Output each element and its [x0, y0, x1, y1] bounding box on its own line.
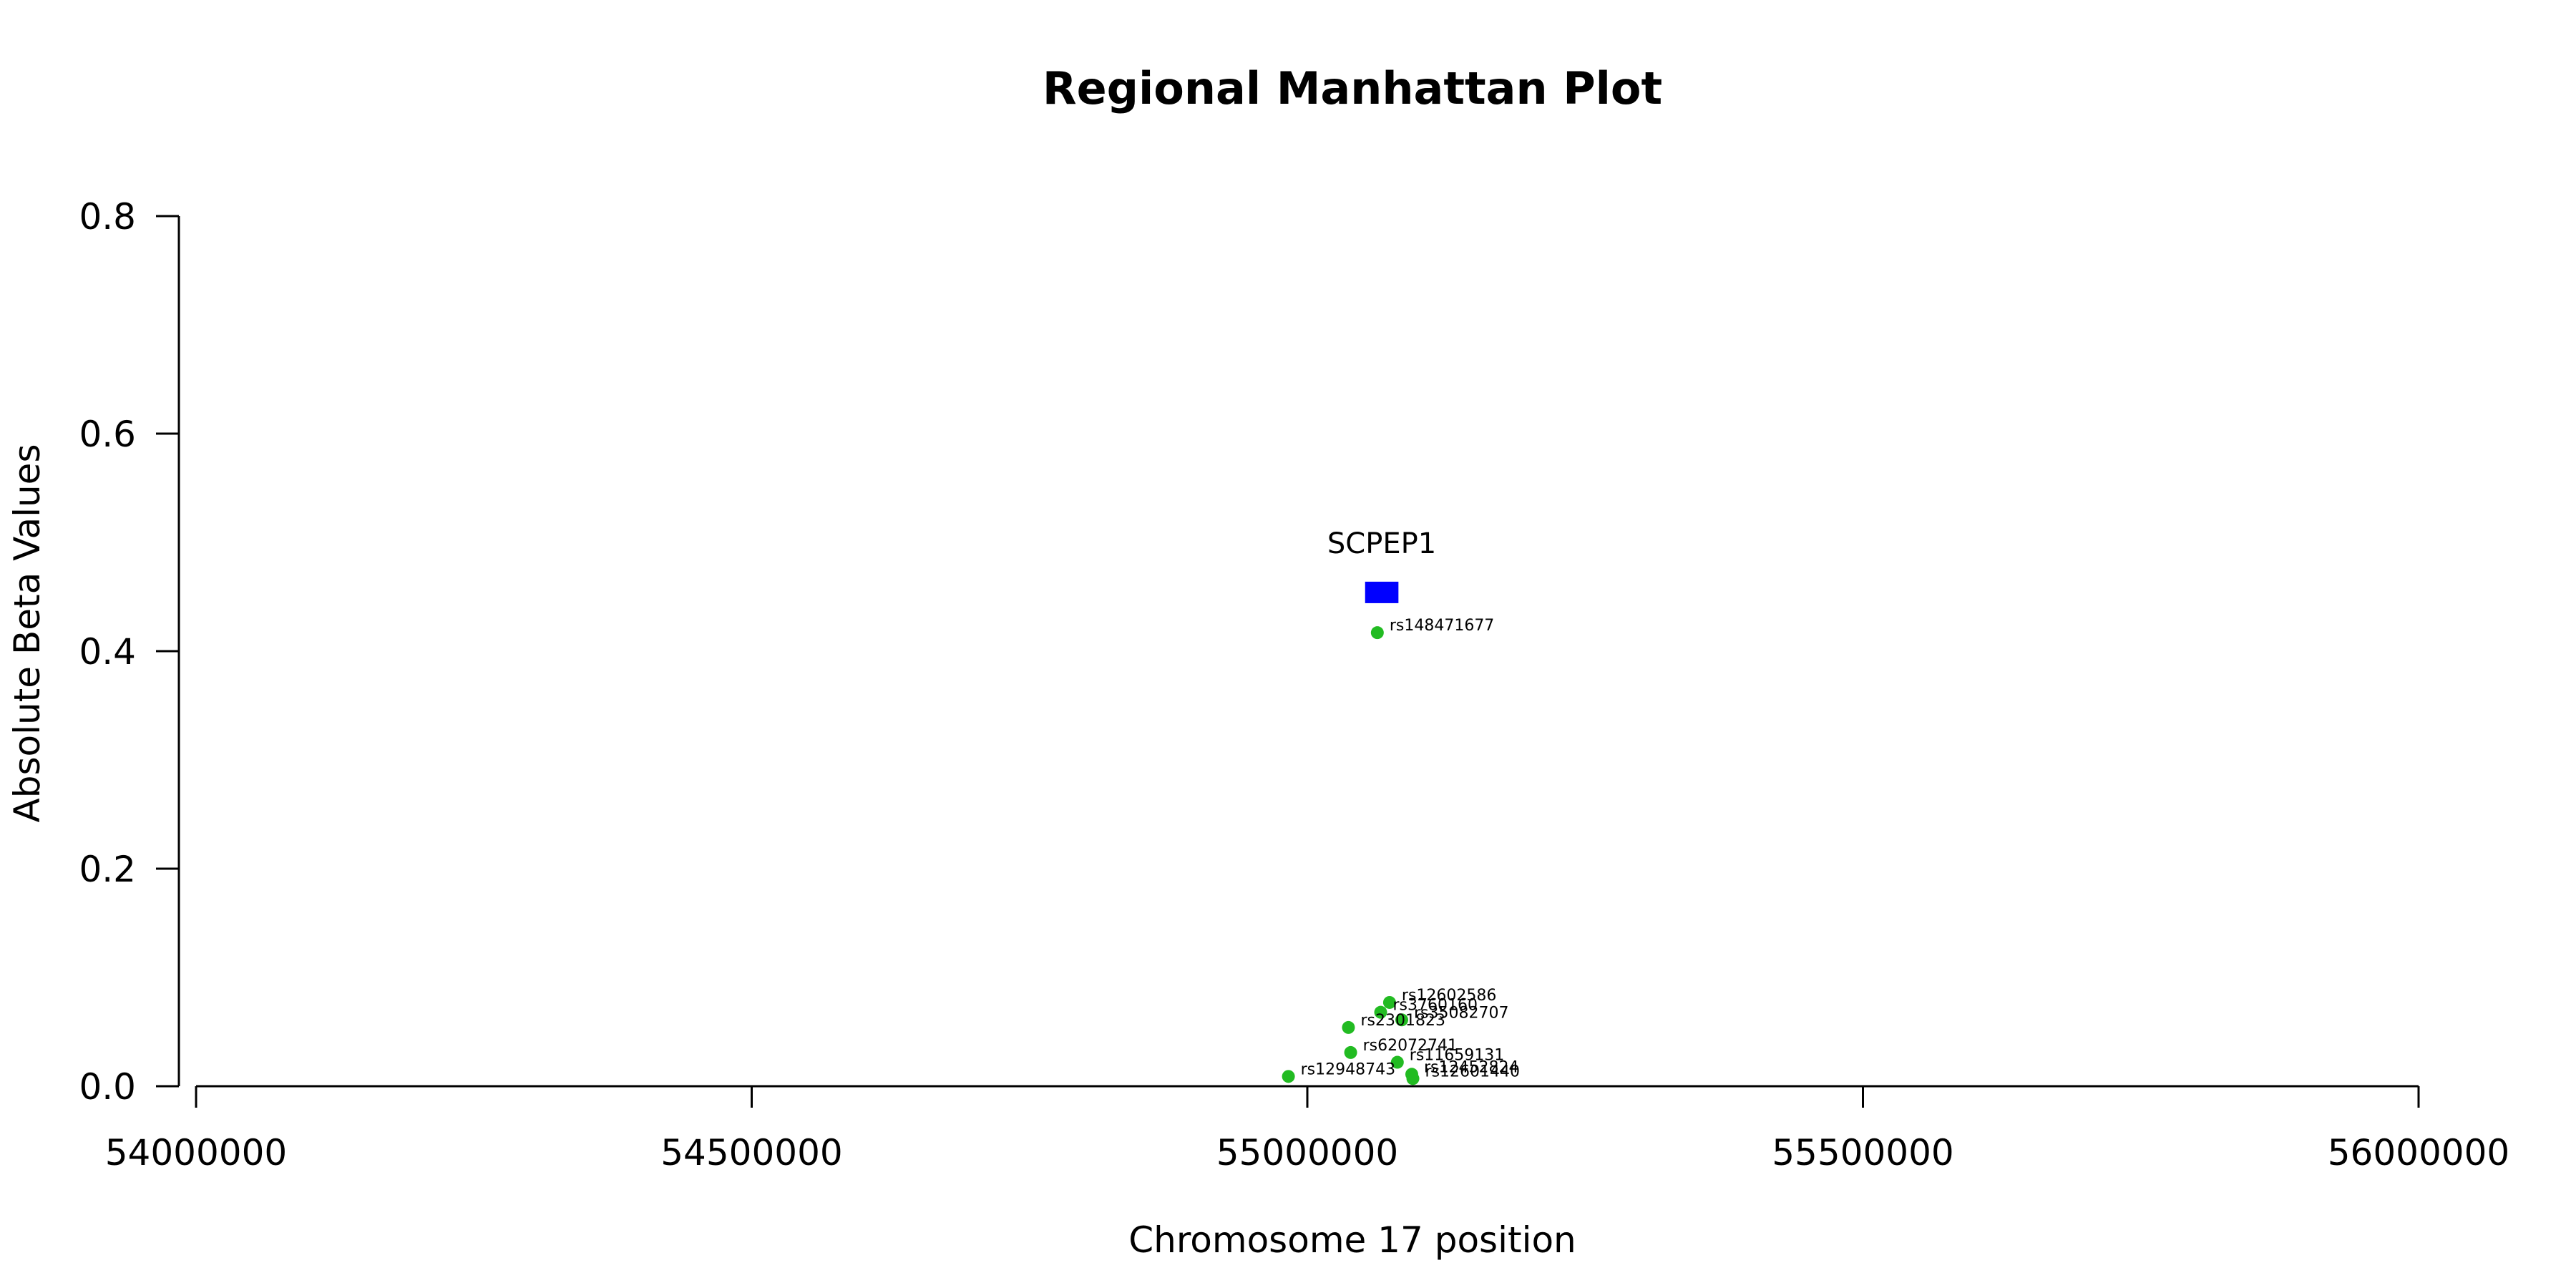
snp-point — [1390, 1055, 1404, 1069]
x-axis-title: Chromosome 17 position — [1128, 1219, 1576, 1261]
snp-label: rs35082707 — [1414, 1004, 1508, 1022]
x-tick-label: 56000000 — [2328, 1132, 2510, 1174]
y-tick-label: 0.4 — [79, 631, 136, 673]
y-tick-label: 0.0 — [79, 1066, 136, 1108]
gene-marker — [1365, 581, 1399, 603]
snp-label: rs12948743 — [1301, 1060, 1395, 1078]
snp-point — [1395, 1013, 1409, 1027]
snp-label: rs12452824 — [1424, 1058, 1518, 1076]
x-axis: 54000000 54500000 55000000 55500000 56000000 — [105, 1085, 2510, 1174]
snp-label: rs12601440 — [1425, 1063, 1520, 1080]
y-axis-title: Absolute Beta Values — [6, 444, 48, 823]
gene-layer: SCPEP1 — [1327, 527, 1436, 603]
snp-point — [1282, 1070, 1295, 1083]
snp-point — [1374, 1005, 1387, 1019]
snp-point — [1342, 1020, 1355, 1034]
y-tick-label: 0.2 — [79, 849, 136, 890]
snp-label: rs11659131 — [1410, 1047, 1504, 1065]
snp-label: rs2301823 — [1360, 1012, 1445, 1030]
snp-labels: rs148471677 rs12602586rs3760160rs35082707… — [1301, 617, 1520, 1080]
x-tick-label: 54000000 — [105, 1132, 288, 1174]
gene-label: SCPEP1 — [1327, 527, 1436, 560]
snp-point — [1382, 995, 1396, 1009]
snp-label: rs12602586 — [1402, 987, 1496, 1005]
y-axis: 0.0 0.2 0.4 0.6 0.8 — [79, 196, 180, 1108]
snp-point — [1406, 1072, 1420, 1085]
snp-label: rs3760160 — [1392, 997, 1478, 1015]
snp-point — [1344, 1045, 1357, 1059]
snp-points — [1282, 626, 1420, 1085]
y-tick-label: 0.6 — [79, 414, 136, 455]
snp-label: rs62072741 — [1363, 1037, 1458, 1055]
snp-point — [1370, 626, 1384, 640]
x-tick-label: 55000000 — [1216, 1132, 1399, 1174]
y-tick-label: 0.8 — [79, 196, 136, 238]
chart-title: Regional Manhattan Plot — [1043, 62, 1662, 114]
x-tick-label: 55500000 — [1772, 1132, 1954, 1174]
x-tick-label: 54500000 — [660, 1132, 843, 1174]
snp-label: rs148471677 — [1390, 617, 1494, 635]
